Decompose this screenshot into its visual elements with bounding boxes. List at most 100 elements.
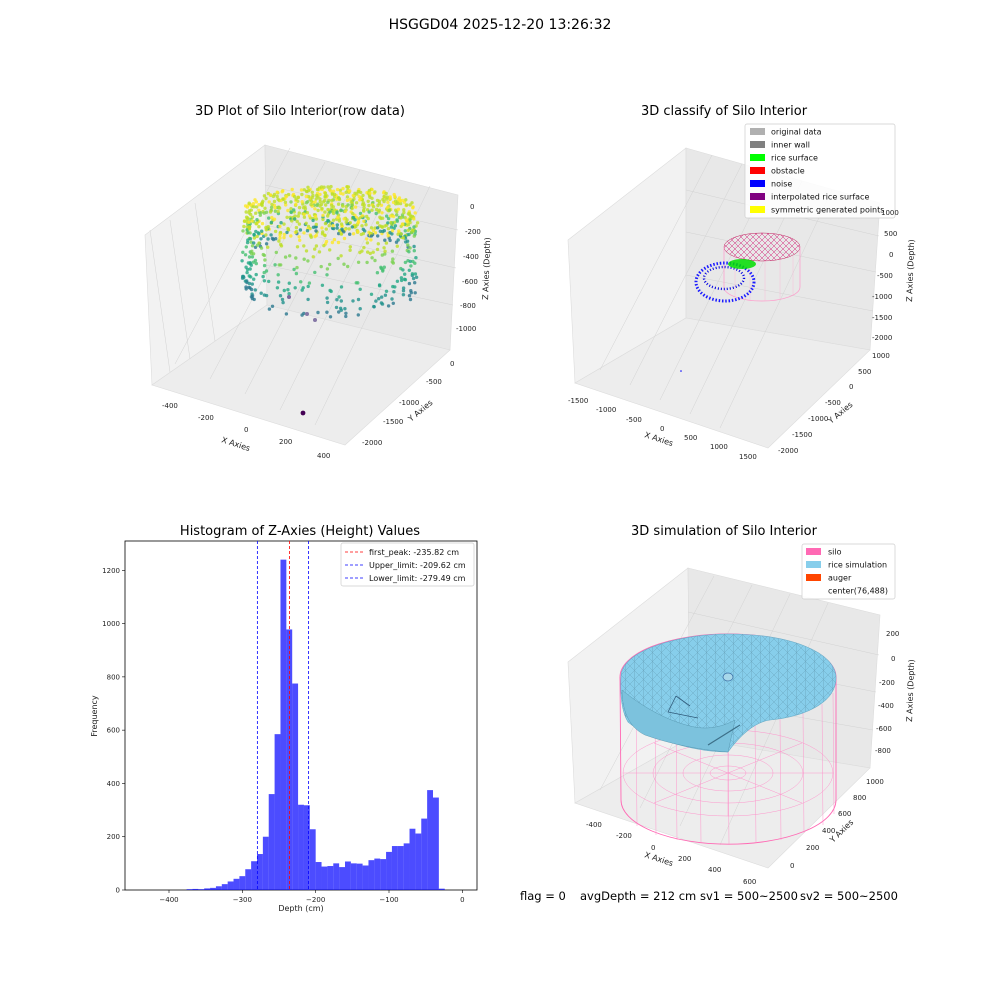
raw-point [325, 310, 329, 314]
raw-point [399, 216, 403, 220]
raw-point [262, 263, 267, 268]
simulation-xtick: 400 [708, 866, 721, 874]
raw-xtick: -400 [162, 402, 178, 410]
raw-point [287, 281, 291, 285]
raw-point [376, 242, 380, 246]
raw-point [391, 261, 395, 265]
raw-point [246, 238, 250, 242]
raw-point [346, 203, 350, 207]
raw-point [262, 194, 267, 198]
raw-point [254, 272, 258, 277]
raw-point [257, 208, 261, 212]
raw-point [243, 279, 248, 283]
raw-point [294, 229, 299, 234]
raw-point [248, 267, 252, 271]
raw-point [306, 297, 310, 302]
raw-point [373, 190, 377, 194]
raw-point [249, 287, 254, 292]
raw-point [348, 232, 352, 236]
raw-point [278, 236, 282, 240]
raw-point [290, 219, 294, 223]
raw-point [338, 191, 343, 195]
raw-point [311, 255, 315, 259]
raw-point [382, 246, 386, 250]
raw-point [269, 233, 273, 237]
raw-point [326, 185, 330, 189]
raw-point [259, 246, 264, 250]
raw-point [370, 256, 374, 260]
raw-point [410, 201, 414, 205]
raw-point [262, 279, 267, 283]
classify-legend-label: interpolated rice surface [771, 193, 869, 202]
raw-point [393, 194, 397, 199]
raw-point [282, 288, 286, 293]
raw-point [394, 208, 398, 212]
raw-point [306, 259, 310, 263]
raw-point [281, 300, 285, 305]
raw-point [284, 312, 289, 316]
rice-slope-edge [707, 724, 741, 746]
raw-point [306, 185, 310, 189]
raw-point [343, 209, 347, 214]
raw-point [413, 272, 418, 276]
raw-point [373, 258, 377, 263]
raw-point [403, 278, 408, 282]
classify-ztick: -2000 [872, 334, 892, 342]
raw-point [285, 230, 289, 235]
raw-point [277, 239, 281, 243]
classify-ztick: -1500 [872, 314, 892, 322]
raw-ztick: -400 [463, 253, 479, 261]
raw-point [360, 224, 364, 228]
raw-point [245, 217, 250, 221]
raw-xtick: 0 [244, 426, 248, 434]
raw-point [388, 197, 392, 201]
raw-point [270, 202, 274, 207]
histogram-xtick-label: −400 [159, 896, 178, 904]
raw-point [302, 257, 306, 261]
raw-point [255, 243, 260, 247]
raw-point [372, 304, 376, 309]
raw-point [248, 237, 253, 241]
raw-point [314, 244, 319, 248]
raw-point [384, 289, 389, 293]
raw-point [407, 294, 412, 298]
raw-point [369, 238, 373, 242]
raw-ztick: -1000 [456, 325, 476, 333]
histogram-bar [257, 854, 263, 890]
classify-plot-title: 3D classify of Silo Interior [640, 104, 808, 119]
histogram-xtick-label: −300 [233, 896, 252, 904]
classify-legend-swatch [750, 206, 765, 213]
raw-point [264, 196, 268, 201]
raw-point [354, 201, 359, 205]
raw-point [405, 218, 409, 223]
raw-point [280, 190, 284, 194]
raw-point [397, 229, 401, 233]
raw-point [357, 189, 361, 194]
raw-point [382, 265, 386, 269]
histogram-bar [233, 878, 240, 890]
raw-point [260, 229, 264, 233]
raw-point [406, 243, 410, 247]
noise-stray-point [680, 370, 682, 372]
raw-point [399, 278, 404, 283]
raw-point [279, 221, 283, 225]
raw-point [401, 236, 406, 240]
histogram-axes: −400 −300 −200 −100 0 020040060080010001200 … [90, 540, 478, 913]
raw-point [377, 297, 381, 301]
raw-point [361, 193, 365, 198]
raw-point [328, 315, 333, 319]
raw-point [415, 221, 420, 225]
classify-legend-label: original data [771, 128, 822, 137]
raw-point [250, 296, 255, 301]
classify-legend-frame [744, 123, 896, 219]
raw-point [336, 256, 340, 261]
raw-point [398, 198, 402, 203]
raw-point [310, 196, 314, 200]
raw-point [362, 245, 366, 250]
raw-point [320, 206, 324, 211]
raw-point [328, 262, 332, 267]
raw-point [348, 221, 352, 225]
raw-point [356, 260, 361, 264]
raw-point [339, 254, 343, 258]
